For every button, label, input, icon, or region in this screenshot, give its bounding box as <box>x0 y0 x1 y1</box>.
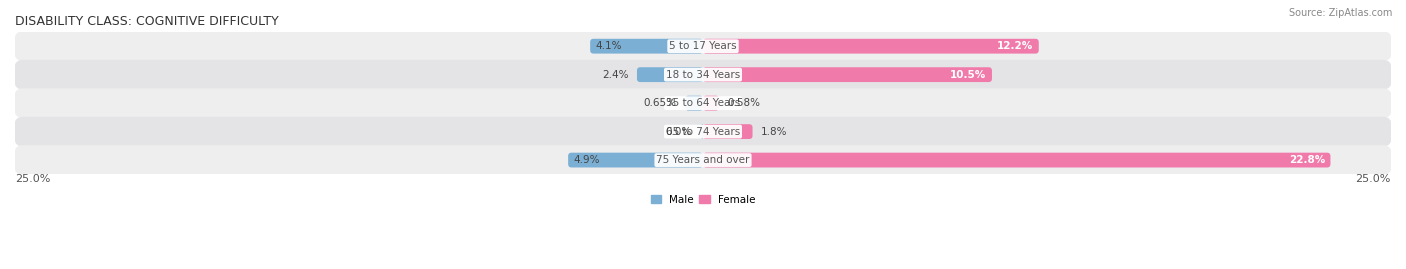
Text: Source: ZipAtlas.com: Source: ZipAtlas.com <box>1288 8 1392 18</box>
FancyBboxPatch shape <box>568 153 703 168</box>
Text: 2.4%: 2.4% <box>602 70 628 80</box>
FancyBboxPatch shape <box>14 88 1392 118</box>
Text: 4.9%: 4.9% <box>574 155 600 165</box>
FancyBboxPatch shape <box>14 117 1392 146</box>
Text: 75 Years and over: 75 Years and over <box>657 155 749 165</box>
Text: 35 to 64 Years: 35 to 64 Years <box>666 98 740 108</box>
FancyBboxPatch shape <box>14 145 1392 175</box>
FancyBboxPatch shape <box>703 67 993 82</box>
Text: 1.8%: 1.8% <box>761 127 787 137</box>
FancyBboxPatch shape <box>703 39 1039 54</box>
Text: 12.2%: 12.2% <box>997 41 1033 51</box>
FancyBboxPatch shape <box>591 39 703 54</box>
Text: 65 to 74 Years: 65 to 74 Years <box>666 127 740 137</box>
FancyBboxPatch shape <box>703 124 752 139</box>
Text: 0.65%: 0.65% <box>644 98 676 108</box>
FancyBboxPatch shape <box>637 67 703 82</box>
Text: 25.0%: 25.0% <box>15 174 51 184</box>
Legend: Male, Female: Male, Female <box>647 191 759 209</box>
Text: DISABILITY CLASS: COGNITIVE DIFFICULTY: DISABILITY CLASS: COGNITIVE DIFFICULTY <box>15 15 278 28</box>
Text: 18 to 34 Years: 18 to 34 Years <box>666 70 740 80</box>
Text: 22.8%: 22.8% <box>1289 155 1324 165</box>
FancyBboxPatch shape <box>703 153 1330 168</box>
Text: 4.1%: 4.1% <box>596 41 623 51</box>
FancyBboxPatch shape <box>685 96 703 111</box>
Text: 25.0%: 25.0% <box>1355 174 1391 184</box>
Text: 5 to 17 Years: 5 to 17 Years <box>669 41 737 51</box>
Text: 0.58%: 0.58% <box>727 98 761 108</box>
Text: 10.5%: 10.5% <box>950 70 987 80</box>
FancyBboxPatch shape <box>14 31 1392 61</box>
FancyBboxPatch shape <box>14 60 1392 90</box>
FancyBboxPatch shape <box>703 96 718 111</box>
Text: 0.0%: 0.0% <box>666 127 692 137</box>
